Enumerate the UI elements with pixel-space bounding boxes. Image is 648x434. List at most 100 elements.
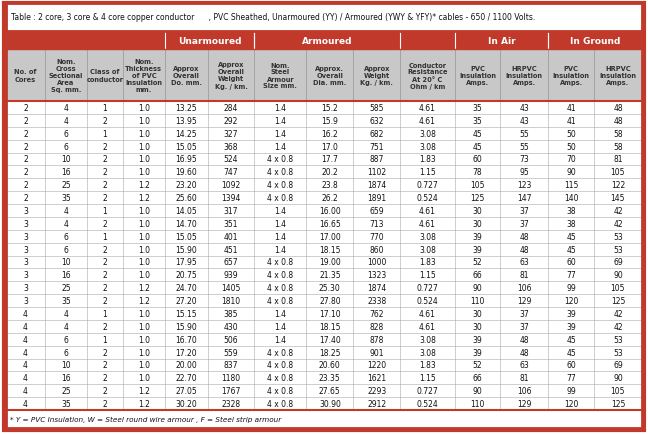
Text: 2: 2 [102, 142, 107, 151]
Text: In Ground: In Ground [570, 36, 620, 46]
Text: 37: 37 [520, 207, 529, 215]
Text: 2: 2 [23, 194, 28, 203]
Text: 1.2: 1.2 [138, 386, 150, 395]
Text: 77: 77 [566, 373, 576, 382]
Text: 90: 90 [613, 271, 623, 279]
Text: 2338: 2338 [367, 296, 386, 306]
Text: 1.0: 1.0 [138, 219, 150, 228]
Text: 659: 659 [369, 207, 384, 215]
Text: 4 x 0.8: 4 x 0.8 [268, 181, 294, 190]
Text: 4 x 0.8: 4 x 0.8 [268, 373, 294, 382]
Text: 1.4: 1.4 [275, 142, 286, 151]
Text: 1.0: 1.0 [138, 155, 150, 164]
Text: 42: 42 [613, 322, 623, 331]
Text: 292: 292 [224, 117, 238, 125]
Text: 1.0: 1.0 [138, 309, 150, 318]
Text: 15.05: 15.05 [175, 232, 197, 241]
Text: 16: 16 [61, 271, 71, 279]
Text: 37: 37 [520, 219, 529, 228]
Text: 2328: 2328 [222, 399, 240, 408]
Text: Table : 2 core, 3 core & 4 core copper conductor      , PVC Sheathed, Unarmoured: Table : 2 core, 3 core & 4 core copper c… [11, 13, 535, 23]
Text: 901: 901 [369, 348, 384, 357]
Text: 39: 39 [472, 335, 482, 344]
Text: 27.65: 27.65 [319, 386, 341, 395]
Text: 53: 53 [613, 335, 623, 344]
Text: 351: 351 [224, 219, 238, 228]
Text: 30.20: 30.20 [175, 399, 197, 408]
Text: 1.4: 1.4 [275, 129, 286, 138]
Text: 81: 81 [520, 373, 529, 382]
Text: 6: 6 [64, 348, 68, 357]
Text: 837: 837 [224, 361, 238, 370]
Text: 45: 45 [472, 142, 482, 151]
Text: 2: 2 [102, 219, 107, 228]
Text: 2: 2 [23, 129, 28, 138]
Text: 4 x 0.8: 4 x 0.8 [268, 168, 294, 177]
Text: 63: 63 [520, 361, 529, 370]
Text: 4.61: 4.61 [419, 322, 436, 331]
Text: 129: 129 [517, 296, 531, 306]
Text: 1.15: 1.15 [419, 168, 435, 177]
Text: 6: 6 [64, 335, 68, 344]
Text: 2: 2 [102, 373, 107, 382]
Text: 1.2: 1.2 [138, 283, 150, 293]
Text: 39: 39 [472, 245, 482, 254]
Text: 860: 860 [369, 245, 384, 254]
Text: 14.05: 14.05 [175, 207, 197, 215]
Text: 16.2: 16.2 [321, 129, 338, 138]
Bar [6, 410, 642, 428]
Text: 1.0: 1.0 [138, 142, 150, 151]
Text: 1.4: 1.4 [275, 219, 286, 228]
Text: HRPVC
Insulation
Amps.: HRPVC Insulation Amps. [506, 66, 543, 86]
Text: 0.524: 0.524 [417, 399, 438, 408]
Text: 17.40: 17.40 [319, 335, 341, 344]
Bar [6, 32, 642, 50]
Text: 2: 2 [23, 168, 28, 177]
Text: Nom.
Thickness
of PVC
Insulation
mm.: Nom. Thickness of PVC Insulation mm. [125, 59, 163, 93]
Text: 327: 327 [224, 129, 238, 138]
Text: 69: 69 [613, 361, 623, 370]
Text: 15.05: 15.05 [175, 142, 197, 151]
Text: 1: 1 [102, 309, 107, 318]
Text: 762: 762 [369, 309, 384, 318]
Text: 3.08: 3.08 [419, 142, 436, 151]
Text: 1.0: 1.0 [138, 117, 150, 125]
Text: 20.75: 20.75 [175, 271, 197, 279]
Text: 6: 6 [64, 245, 68, 254]
Text: 105: 105 [470, 181, 485, 190]
Text: 1.0: 1.0 [138, 245, 150, 254]
Text: 110: 110 [470, 296, 485, 306]
Text: 4 x 0.8: 4 x 0.8 [268, 283, 294, 293]
Text: 2: 2 [23, 155, 28, 164]
Text: 52: 52 [472, 361, 482, 370]
Text: 3.08: 3.08 [419, 348, 436, 357]
Text: 81: 81 [613, 155, 623, 164]
Text: 105: 105 [610, 283, 625, 293]
Text: 1: 1 [102, 207, 107, 215]
Text: 115: 115 [564, 181, 578, 190]
Text: Approx
Weight
Kg. / km.: Approx Weight Kg. / km. [360, 66, 393, 86]
Text: 1092: 1092 [222, 181, 240, 190]
Text: 16: 16 [61, 373, 71, 382]
Text: 42: 42 [613, 309, 623, 318]
Text: 60: 60 [566, 258, 576, 267]
Text: 99: 99 [566, 283, 576, 293]
Text: 60: 60 [472, 155, 482, 164]
Text: 1.2: 1.2 [138, 194, 150, 203]
Text: 17.95: 17.95 [175, 258, 197, 267]
Text: 125: 125 [611, 399, 625, 408]
Text: 1.2: 1.2 [138, 181, 150, 190]
Text: 38: 38 [566, 219, 576, 228]
Text: 35: 35 [472, 117, 482, 125]
Text: 10: 10 [61, 361, 71, 370]
Text: 4 x 0.8: 4 x 0.8 [268, 155, 294, 164]
Text: 37: 37 [520, 322, 529, 331]
Text: 39: 39 [472, 348, 482, 357]
Text: 3: 3 [23, 232, 28, 241]
Text: 25: 25 [61, 386, 71, 395]
Text: 1.0: 1.0 [138, 168, 150, 177]
Text: 90: 90 [472, 283, 482, 293]
Text: 19.60: 19.60 [175, 168, 197, 177]
Text: 17.10: 17.10 [319, 309, 341, 318]
Text: 2: 2 [102, 361, 107, 370]
